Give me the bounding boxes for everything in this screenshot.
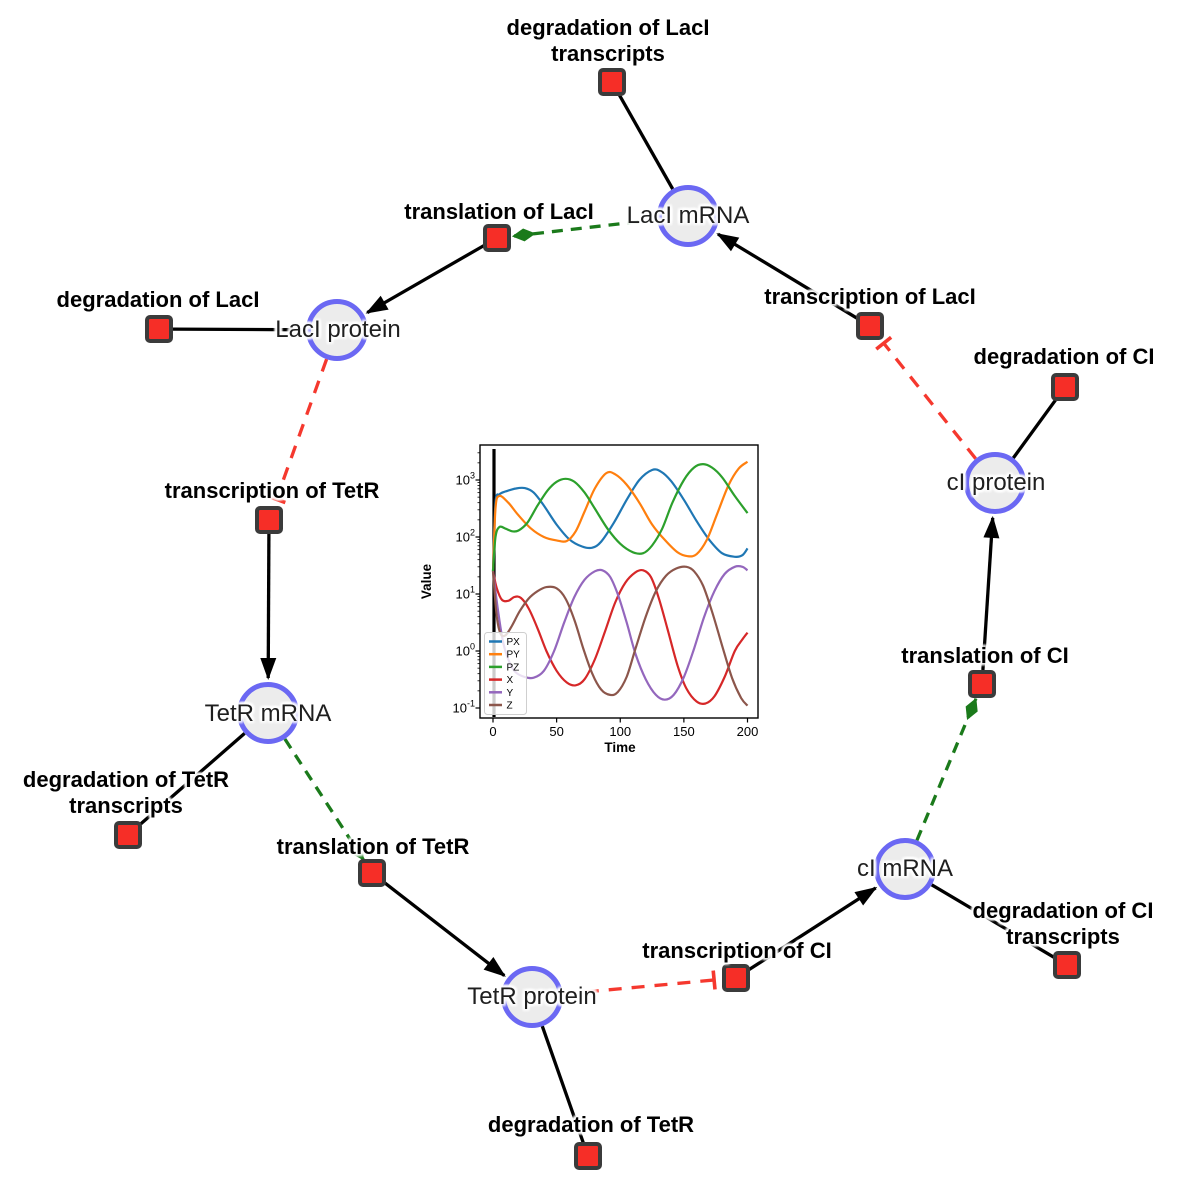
reaction-node-deg-laci[interactable] [145,315,173,343]
species-node-laci-protein[interactable] [306,299,368,361]
laci-mrna-label: LacI mRNA [626,201,750,229]
species-node-laci-mrna[interactable] [657,185,719,247]
reaction-node-translation-tetr[interactable] [358,859,386,887]
laci-protein-label: LacI protein [275,315,401,343]
legend-label-Z: Z [507,701,513,712]
species-node-ci-protein[interactable] [964,452,1026,514]
edge-laci-mrna-to-deg-laci-tx [617,93,675,190]
reaction-node-translation-ci[interactable] [968,670,996,698]
deg-laci-label: degradation of LacI [56,287,260,313]
legend-label-PY: PY [507,650,521,661]
edge-ci-mrna-to-deg-ci-tx [930,883,1056,960]
edge-translation-tetr-to-tetr-protein [382,880,506,977]
reaction-node-deg-ci[interactable] [1051,373,1079,401]
edge-laci-protein-to-transcription-tetr [266,358,329,505]
ci-mrna-label: cI mRNA [857,854,953,882]
edge-tetr-mrna-to-translation-tetr [283,738,365,861]
edge-laci-mrna-to-translation-laci [511,217,658,242]
translation-tetr-label: translation of TetR [276,834,470,860]
x-tick-label: 0 [489,724,496,739]
series-line-Z [491,565,749,707]
reaction-node-deg-ci-tx[interactable] [1053,951,1081,979]
transcription-ci-label: transcription of CI [642,938,832,964]
species-node-tetr-mrna[interactable] [237,682,299,744]
x-tick-label: 200 [737,724,759,739]
reaction-node-translation-laci[interactable] [483,224,511,252]
ci-protein-label: cI protein [946,468,1046,496]
edge-ci-mrna-to-translation-ci [915,697,978,842]
legend-label-X: X [507,675,514,686]
transcription-laci-label: transcription of LacI [764,284,976,310]
deg-tetr-tx-label: degradation of TetR transcripts [22,767,230,818]
reaction-node-transcription-laci[interactable] [856,312,884,340]
x-tick-label: 100 [609,724,631,739]
edge-translation-laci-to-laci-protein [365,243,486,315]
edge-ci-protein-to-deg-ci [1011,397,1059,459]
deg-tetr-label: degradation of TetR [487,1112,695,1138]
edge-tetr-protein-to-deg-tetr [540,1025,585,1144]
series-line-PY [491,460,749,572]
edge-transcription-laci-to-laci-mrna [716,232,859,321]
reaction-node-transcription-tetr[interactable] [255,506,283,534]
tetr-protein-label: TetR protein [467,982,597,1010]
edge-tetr-mrna-to-deg-tetr-tx [137,732,246,828]
x-tick-label: 50 [549,724,563,739]
series-line-X [491,568,749,705]
deg-laci-tx-label: degradation of LacI transcripts [506,15,710,66]
legend-label-Y: Y [507,688,514,699]
x-tick-label: 150 [673,724,695,739]
series-line-PZ [491,462,749,572]
edge-transcription-tetr-to-tetr-mrna [260,533,277,680]
legend-label-PZ: PZ [507,662,520,673]
edge-laci-protein-to-deg-laci [172,327,307,332]
reaction-node-transcription-ci[interactable] [722,964,750,992]
species-node-ci-mrna[interactable] [874,838,936,900]
reaction-node-deg-tetr[interactable] [574,1142,602,1170]
edge-transcription-ci-to-ci-mrna [746,886,878,972]
y-axis-title: Value [419,563,434,599]
deg-ci-label: degradation of CI [973,344,1155,370]
edge-ci-protein-to-transcription-laci [875,335,977,460]
translation-laci-label: translation of LacI [404,199,594,225]
translation-ci-label: translation of CI [901,643,1069,669]
species-node-tetr-protein[interactable] [501,966,563,1028]
reaction-node-deg-tetr-tx[interactable] [114,821,142,849]
tetr-mrna-label: TetR mRNA [204,699,332,727]
legend-label-PX: PX [507,637,521,648]
x-axis-title: Time [604,740,636,755]
transcription-tetr-label: transcription of TetR [164,478,380,504]
deg-ci-tx-label: degradation of CI transcripts [972,898,1154,949]
edge-translation-ci-to-ci-protein [981,515,1000,671]
reaction-node-deg-laci-tx[interactable] [598,68,626,96]
edge-tetr-protein-to-transcription-ci [562,970,717,996]
